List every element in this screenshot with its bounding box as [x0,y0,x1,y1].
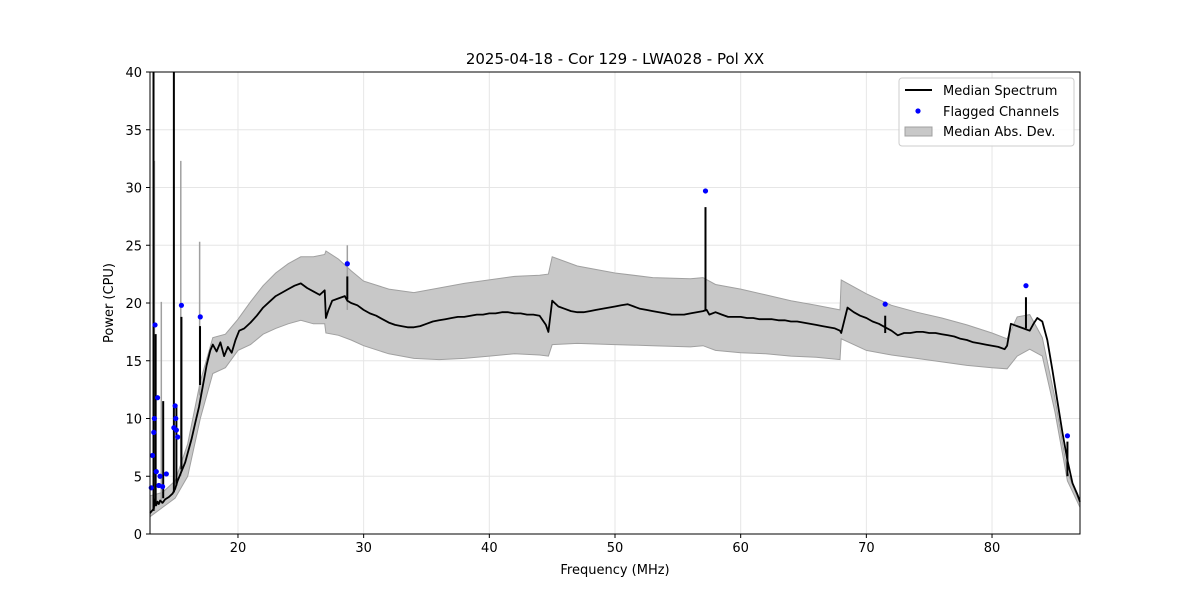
flagged-channel-point [882,301,888,307]
y-tick-label: 5 [134,470,142,485]
legend-marker-swatch [915,108,921,114]
y-tick-label: 10 [125,413,142,428]
flagged-channel-point [149,452,156,459]
x-tick-label: 80 [984,541,1001,556]
y-tick-label: 15 [125,355,142,370]
y-tick-label: 35 [125,124,142,139]
y-axis-ticks: 0 5 10 15 20 25 30 35 40 [125,66,150,543]
flagged-channel-point [152,322,158,328]
flagged-channel-layer [148,188,1071,491]
legend-label-flagged: Flagged Channels [943,105,1059,120]
flagged-channel-point [1064,433,1071,439]
flagged-channel-point [148,485,154,491]
y-axis-label: Power (CPU) [102,263,117,343]
legend: Median Spectrum Flagged Channels Median … [898,77,1075,147]
flagged-channel-point [702,188,709,194]
y-tick-label: 20 [125,297,142,312]
flagged-channel-point [163,471,169,477]
flagged-channel-point [151,415,157,422]
x-tick-label: 60 [732,541,749,556]
flagged-channel-point [344,261,350,267]
x-tick-label: 20 [230,541,247,556]
y-tick-label: 25 [125,239,142,254]
y-tick-label: 30 [125,182,142,197]
x-axis-ticks: 20 30 40 50 60 70 80 [230,534,1001,556]
flagged-channel-point [173,427,179,433]
flagged-channel-point [151,429,157,435]
median-spectrum-line [149,282,1081,514]
flagged-channel-point [153,469,159,475]
x-axis-label: Frequency (MHz) [560,563,669,578]
flagged-channel-point [1023,283,1029,289]
y-tick-label: 40 [125,66,142,81]
x-tick-label: 70 [858,541,875,556]
flagged-channel-point [154,395,161,401]
x-tick-label: 40 [481,541,498,556]
median-line-layer [149,72,1081,514]
flagged-channel-point [178,302,185,308]
legend-box [898,77,1075,147]
flagged-channel-point [173,415,179,422]
flagged-channel-point [159,484,166,490]
chart-title: 2025-04-18 - Cor 129 - LWA028 - Pol XX [466,50,764,68]
flagged-channel-point [175,434,181,440]
flagged-channel-point [157,473,163,479]
y-tick-label: 0 [134,528,142,543]
flagged-channel-point [172,403,178,409]
legend-patch-swatch [904,126,933,137]
x-tick-label: 50 [607,541,624,556]
x-tick-label: 30 [355,541,372,556]
legend-label-mad: Median Abs. Dev. [943,125,1055,140]
legend-label-median: Median Spectrum [943,84,1057,99]
flagged-channel-point [197,314,203,320]
